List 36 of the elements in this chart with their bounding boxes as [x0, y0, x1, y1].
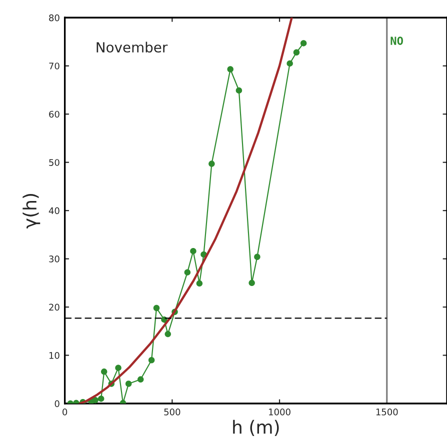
point: [236, 87, 242, 94]
point: [248, 280, 255, 286]
annotation: November: [96, 42, 168, 53]
point: [208, 160, 215, 167]
y-tick-label: 0: [54, 400, 60, 408]
point: [300, 40, 307, 46]
point: [190, 248, 196, 254]
y-tick-label: 80: [49, 14, 60, 22]
y-tick-label: 60: [49, 110, 60, 118]
point: [254, 254, 260, 260]
point: [100, 368, 108, 375]
annotation: NO: [390, 36, 403, 45]
point: [125, 380, 132, 387]
x-tick-label: 0: [62, 408, 68, 416]
x-tick-label: 500: [164, 408, 180, 416]
y-tick-label: 30: [49, 256, 60, 262]
point: [164, 330, 171, 338]
point: [148, 356, 155, 364]
point: [98, 396, 104, 402]
y-tick-label: 50: [49, 159, 60, 166]
y-tick-label: 10: [49, 352, 60, 359]
x-tick-label: 1000: [269, 408, 290, 416]
y-axis-title: γ(h): [22, 194, 40, 228]
point: [115, 364, 122, 371]
point: [196, 280, 203, 287]
y-tick-label: 40: [48, 207, 60, 214]
y-tick-label: 20: [49, 304, 60, 311]
x-tick-label: 1500: [376, 408, 398, 416]
point: [153, 304, 160, 312]
x-axis-title: h (m): [233, 420, 279, 436]
point: [137, 376, 144, 383]
point: [227, 66, 234, 72]
y-tick-label: 70: [49, 62, 60, 70]
point: [293, 49, 300, 56]
point: [286, 60, 293, 67]
point: [184, 269, 191, 276]
